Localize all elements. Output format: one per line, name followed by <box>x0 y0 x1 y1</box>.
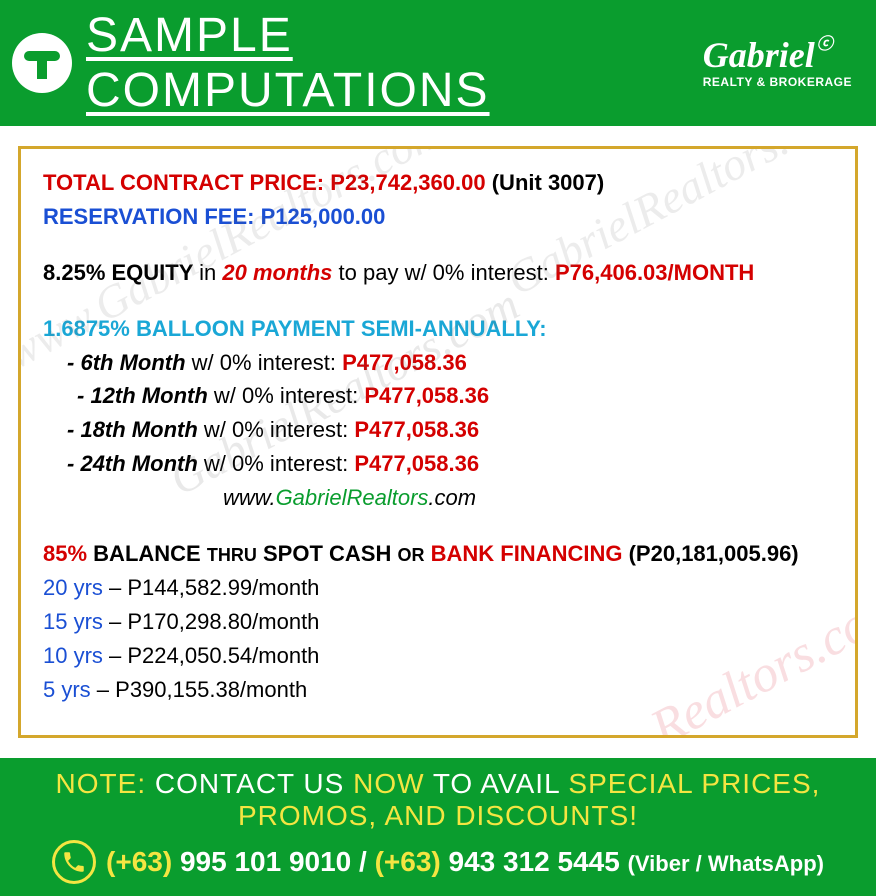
page-title: SAMPLE COMPUTATIONS <box>86 8 691 118</box>
website-url: www.GabrielRealtors.com <box>43 482 833 514</box>
content-container: www.GabrielRealtors.com GabrielRealtors.… <box>0 126 876 758</box>
brand-mark-icon: ⓒ <box>817 37 833 53</box>
contact-row: (+63) 995 101 9010 / (+63) 943 312 5445 … <box>14 840 862 884</box>
balloon-item: 12th Month w/ 0% interest: P477,058.36 <box>43 380 833 412</box>
balance-option: 5 yrs – P390,155.38/month <box>43 674 833 706</box>
footer-banner: NOTE: CONTACT US NOW TO AVAIL SPECIAL PR… <box>0 758 876 896</box>
brand-logo-icon <box>12 33 72 93</box>
balloon-item: 24th Month w/ 0% interest: P477,058.36 <box>43 448 833 480</box>
balloon-item: 6th Month w/ 0% interest: P477,058.36 <box>43 347 833 379</box>
phone-icon <box>52 840 96 884</box>
header-banner: SAMPLE COMPUTATIONS Gabrielⓒ REALTY & BR… <box>0 0 876 126</box>
brand-block: Gabrielⓒ REALTY & BROKERAGE <box>691 37 864 89</box>
reservation-fee-line: RESERVATION FEE: P125,000.00 <box>43 201 833 233</box>
brand-tagline: REALTY & BROKERAGE <box>703 75 852 89</box>
contact-numbers: (+63) 995 101 9010 / (+63) 943 312 5445 … <box>106 846 824 878</box>
equity-line: 8.25% EQUITY in 20 months to pay w/ 0% i… <box>43 257 833 289</box>
balance-option: 10 yrs – P224,050.54/month <box>43 640 833 672</box>
balance-option: 20 yrs – P144,582.99/month <box>43 572 833 604</box>
brand-name: Gabrielⓒ <box>703 37 852 73</box>
promo-note: NOTE: CONTACT US NOW TO AVAIL SPECIAL PR… <box>14 768 862 832</box>
contract-price-line: TOTAL CONTRACT PRICE: P23,742,360.00 (Un… <box>43 167 833 199</box>
balance-header: 85% BALANCE THRU SPOT CASH OR BANK FINAN… <box>43 538 833 570</box>
balloon-item: 18th Month w/ 0% interest: P477,058.36 <box>43 414 833 446</box>
balloon-header: 1.6875% BALLOON PAYMENT SEMI-ANNUALLY: <box>43 313 833 345</box>
computation-panel: www.GabrielRealtors.com GabrielRealtors.… <box>18 146 858 738</box>
balance-option: 15 yrs – P170,298.80/month <box>43 606 833 638</box>
